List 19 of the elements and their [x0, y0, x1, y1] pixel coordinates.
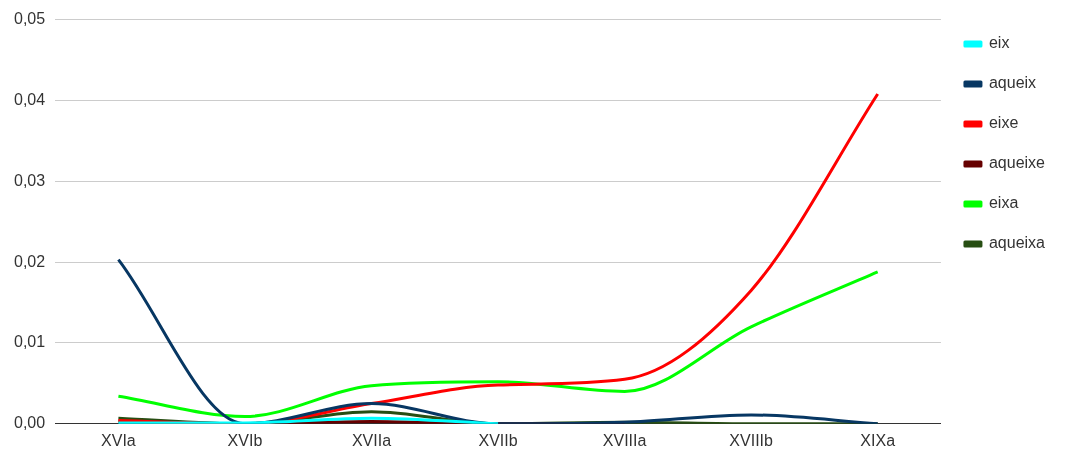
- x-tick-label: XIXa: [860, 431, 896, 449]
- legend-label: eixa: [988, 194, 1019, 212]
- y-tick-label: 0,03: [14, 171, 46, 189]
- y-tick-label: 0,04: [14, 90, 46, 108]
- legend-label: eix: [988, 34, 1010, 52]
- y-tick-label: 0,02: [14, 252, 46, 270]
- legend-label: eixe: [988, 114, 1019, 132]
- legend-label: aqueix: [988, 74, 1037, 92]
- x-tick-label: XVIIa: [351, 431, 392, 449]
- x-tick-label: XVIIIa: [602, 431, 647, 449]
- x-tick-label: XVIa: [101, 431, 136, 449]
- x-tick-label: XVIIb: [478, 431, 518, 449]
- legend-label: aqueixe: [988, 154, 1046, 172]
- y-tick-label: 0,05: [14, 10, 46, 28]
- y-tick-label: 0,01: [14, 333, 46, 351]
- legend-label: aqueixa: [988, 234, 1046, 252]
- x-tick-label: XVIIIb: [729, 431, 774, 449]
- x-tick-label: XVIb: [227, 431, 263, 449]
- y-tick-label: 0,00: [14, 414, 46, 432]
